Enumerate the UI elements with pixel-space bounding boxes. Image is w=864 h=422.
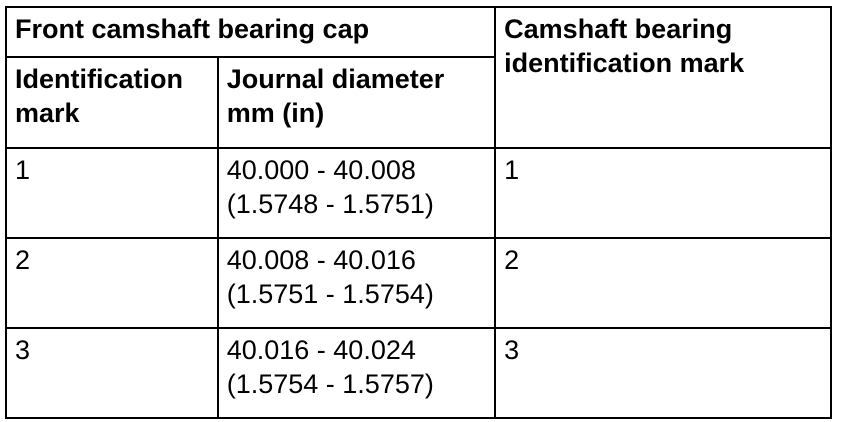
journal-diameter-cell: 40.016 - 40.024 (1.5754 - 1.5757): [216, 327, 497, 419]
bearing-identification-mark-cell: 3: [494, 327, 832, 419]
journal-diameter-header-line1: Journal diameter: [226, 64, 445, 94]
identification-mark-cell: 2: [5, 237, 219, 329]
bearing-identification-mark-cell: 1: [494, 147, 832, 239]
diameter-in: (1.5754 - 1.5757): [226, 369, 434, 399]
diameter-mm: 40.016 - 40.024: [226, 335, 416, 365]
journal-diameter-cell: 40.008 - 40.016 (1.5751 - 1.5754): [216, 237, 497, 329]
journal-diameter-header: Journal diameter mm (in): [216, 56, 497, 149]
front-camshaft-bearing-cap-header: Front camshaft bearing cap: [4, 6, 497, 58]
diameter-in: (1.5751 - 1.5754): [226, 279, 434, 309]
table-row: 3 40.016 - 40.024 (1.5754 - 1.5757) 3: [5, 327, 832, 419]
header-row-group: Front camshaft bearing cap Camshaft bear…: [4, 6, 832, 149]
diameter-mm: 40.008 - 40.016: [226, 245, 416, 275]
journal-diameter-header-units: mm (in): [226, 98, 325, 128]
identification-mark-header: Identification mark: [5, 56, 219, 149]
diameter-mm: 40.000 - 40.008: [226, 155, 416, 185]
camshaft-bearing-table: Front camshaft bearing cap Camshaft bear…: [4, 6, 832, 419]
identification-mark-cell: 1: [5, 147, 219, 239]
header-row-columns: Identification mark Journal diameter mm …: [5, 56, 831, 149]
camshaft-bearing-identification-mark-header: Camshaft bearing identification mark: [494, 6, 832, 149]
table-row: 1 40.000 - 40.008 (1.5748 - 1.5751) 1: [5, 147, 832, 239]
table-row: 2 40.008 - 40.016 (1.5751 - 1.5754) 2: [5, 237, 832, 329]
identification-mark-cell: 3: [5, 327, 219, 419]
bearing-identification-mark-cell: 2: [494, 237, 832, 329]
diameter-in: (1.5748 - 1.5751): [226, 189, 434, 219]
journal-diameter-cell: 40.000 - 40.008 (1.5748 - 1.5751): [216, 147, 497, 239]
